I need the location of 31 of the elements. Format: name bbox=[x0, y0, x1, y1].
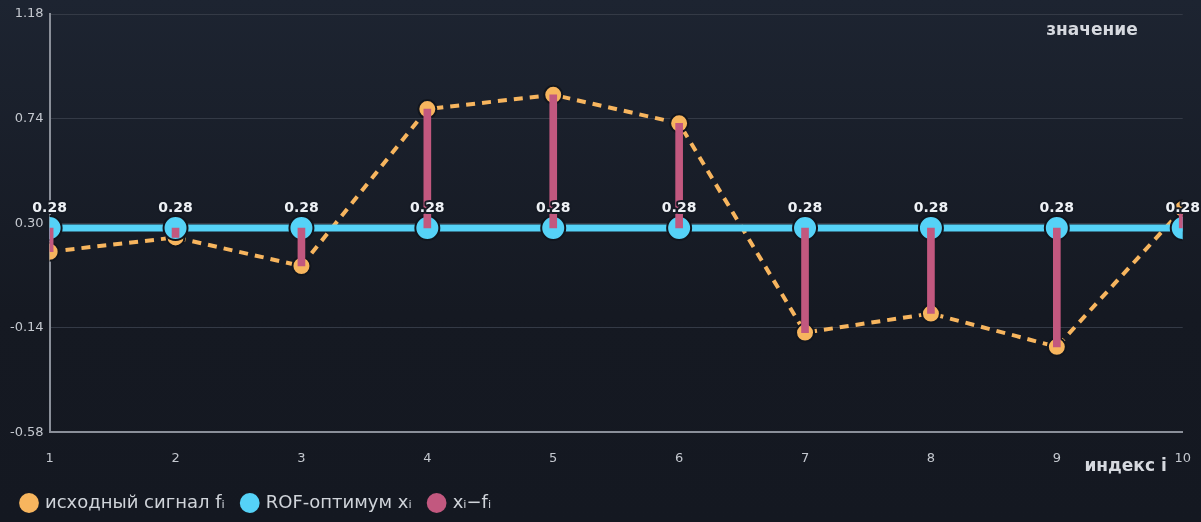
x-tick-label: 8 bbox=[926, 449, 936, 465]
bar bbox=[801, 227, 809, 333]
bar bbox=[1053, 227, 1061, 348]
bar bbox=[297, 227, 306, 267]
x-tick-label: 9 bbox=[1052, 449, 1061, 465]
x-tick-label: 6 bbox=[674, 449, 684, 465]
x-tick-label: 10 bbox=[1174, 449, 1191, 465]
bar bbox=[927, 227, 935, 314]
x-axis-title: индекс i bbox=[1084, 454, 1167, 475]
x-tick-label: 4 bbox=[423, 449, 432, 465]
legend-label: ROF-оптимум xᵢ bbox=[265, 490, 412, 512]
x-tick-label: 5 bbox=[549, 449, 558, 465]
x-tick-label: 1 bbox=[45, 449, 54, 465]
x-tick-label: 7 bbox=[800, 449, 810, 465]
y-axis-title: значение bbox=[1046, 19, 1138, 40]
data-label: 0.28 bbox=[32, 198, 67, 215]
y-tick-label: -0.58 bbox=[10, 423, 44, 439]
data-label: 0.28 bbox=[1039, 198, 1075, 215]
y-tick-label: 0.74 bbox=[14, 109, 44, 125]
y-tick-label: 0.30 bbox=[14, 214, 44, 230]
y-tick-label: -0.14 bbox=[10, 319, 44, 335]
data-label: 0.28 bbox=[787, 198, 823, 215]
x-tick-label: 2 bbox=[171, 449, 180, 465]
data-label: 0.28 bbox=[284, 198, 319, 215]
x-tick-label: 3 bbox=[297, 449, 306, 465]
data-label: 0.28 bbox=[913, 198, 949, 215]
legend-label: xᵢ−fᵢ bbox=[452, 490, 492, 512]
data-label: 0.28 bbox=[158, 198, 193, 215]
bar bbox=[171, 227, 180, 238]
y-tick-label: 1.18 bbox=[14, 5, 44, 21]
legend-label: исходный сигнал fᵢ bbox=[45, 490, 225, 512]
